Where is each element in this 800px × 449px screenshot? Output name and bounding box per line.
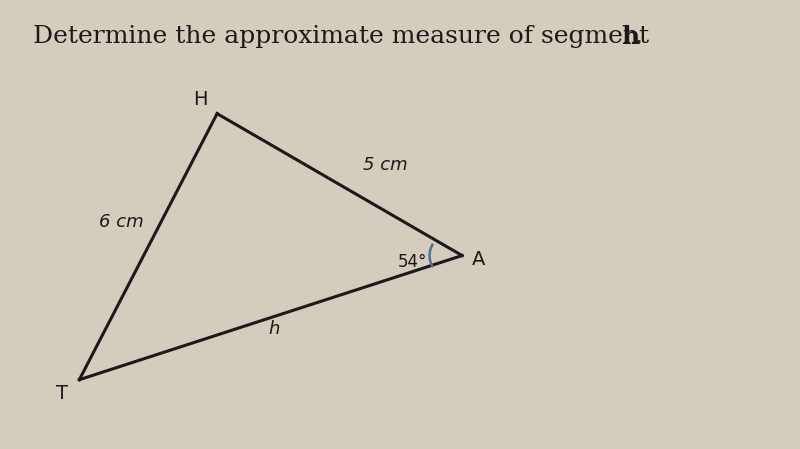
Text: Determine the approximate measure of segment: Determine the approximate measure of seg…	[34, 25, 658, 48]
Text: H: H	[193, 90, 207, 109]
Text: h: h	[269, 320, 280, 338]
Text: 54°: 54°	[398, 253, 427, 271]
Text: .: .	[634, 25, 642, 48]
Text: A: A	[472, 250, 486, 269]
Text: h: h	[622, 25, 639, 49]
Text: 6 cm: 6 cm	[99, 213, 144, 231]
Text: 5 cm: 5 cm	[363, 156, 408, 174]
Text: T: T	[57, 384, 69, 403]
